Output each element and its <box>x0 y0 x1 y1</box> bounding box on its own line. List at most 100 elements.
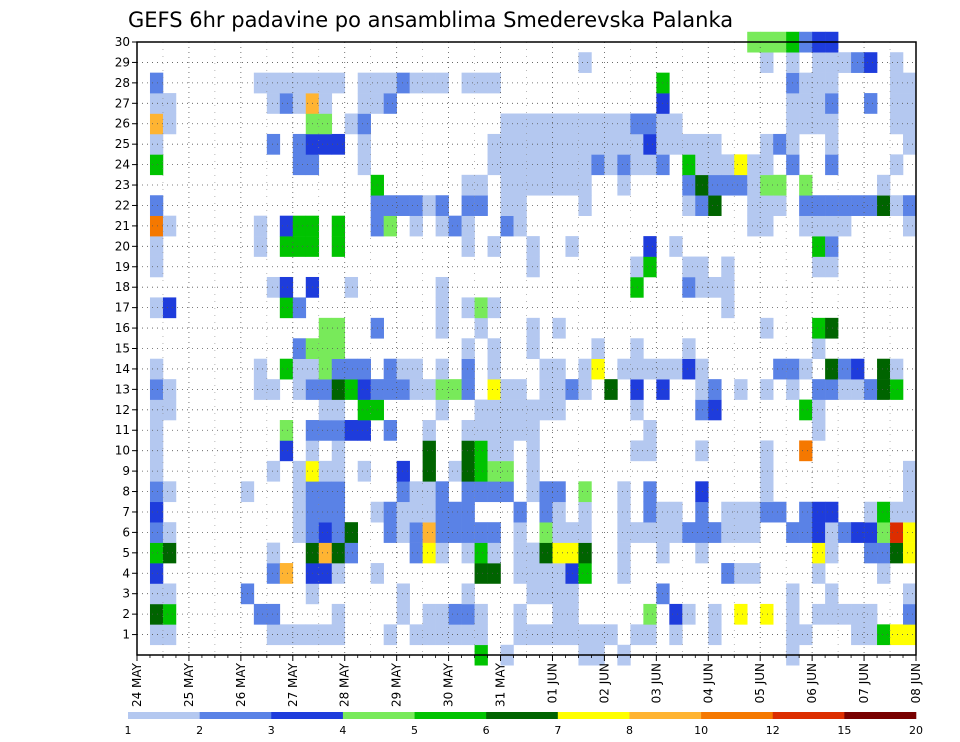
heatmap-cell <box>266 460 281 482</box>
heatmap-cell <box>864 379 878 400</box>
heatmap-cell <box>292 72 307 94</box>
heatmap-cell <box>266 563 281 584</box>
heatmap-cell <box>513 501 527 523</box>
y-tick-label: 18 <box>115 280 130 294</box>
heatmap-cell <box>292 379 307 400</box>
heatmap-cell <box>552 399 566 421</box>
heatmap-cell <box>513 113 527 135</box>
heatmap-cell <box>318 481 333 503</box>
heatmap-cell <box>643 236 657 257</box>
heatmap-cell <box>513 195 527 216</box>
heatmap-cell <box>825 52 839 73</box>
heatmap-cell <box>760 52 774 73</box>
heatmap-cell <box>552 317 566 339</box>
heatmap-cell <box>838 52 852 73</box>
heatmap-cell <box>526 542 540 564</box>
heatmap-cell <box>487 379 501 400</box>
heatmap-cell <box>903 195 917 216</box>
heatmap-cell <box>149 72 164 94</box>
heatmap-cell <box>643 113 657 135</box>
heatmap-cell <box>552 522 566 543</box>
heatmap-cell <box>383 93 397 114</box>
heatmap-cell <box>825 195 839 216</box>
heatmap-cell <box>526 399 540 421</box>
heatmap-cell <box>643 154 657 176</box>
x-tick-label: 06 JUN <box>805 663 819 703</box>
heatmap-cell <box>825 501 839 523</box>
heatmap-cell <box>838 522 852 543</box>
heatmap-cell <box>760 501 774 523</box>
heatmap-cell <box>253 379 268 400</box>
heatmap-cell <box>825 215 839 237</box>
heatmap-cell <box>357 379 371 400</box>
y-tick-label: 3 <box>122 587 130 601</box>
heatmap-cell <box>708 379 722 400</box>
heatmap-cell <box>617 542 631 564</box>
heatmap-cell <box>162 379 177 400</box>
heatmap-cell <box>357 420 371 441</box>
heatmap-cell <box>318 501 333 523</box>
heatmap-cell <box>292 215 307 237</box>
colorbar-label: 15 <box>837 724 851 737</box>
heatmap-cell <box>825 522 839 543</box>
heatmap-cell <box>526 317 540 339</box>
heatmap-cell <box>344 379 359 400</box>
heatmap-cell <box>292 338 307 360</box>
y-tick-label: 25 <box>115 137 130 151</box>
heatmap-cell <box>396 72 410 94</box>
heatmap-cell <box>513 215 527 237</box>
heatmap-cell <box>552 113 566 135</box>
heatmap-cell <box>877 195 891 216</box>
heatmap-cell <box>331 603 346 625</box>
heatmap-cell <box>357 399 371 421</box>
heatmap-cell <box>747 195 761 216</box>
heatmap-cell <box>812 501 826 523</box>
heatmap-cell <box>812 195 826 216</box>
heatmap-cell <box>318 358 333 380</box>
heatmap-cell <box>266 276 281 298</box>
heatmap-cell <box>526 624 540 646</box>
heatmap-cell <box>643 133 657 155</box>
heatmap-cell <box>487 420 501 441</box>
heatmap-cell <box>461 501 475 523</box>
heatmap-cell <box>526 460 540 482</box>
heatmap-cell <box>799 72 813 94</box>
heatmap-cell <box>864 195 878 216</box>
heatmap-cell <box>825 72 839 94</box>
colorbar-swatch <box>557 712 630 719</box>
heatmap-cell <box>578 624 592 646</box>
heatmap-cell <box>799 440 813 462</box>
y-tick-label: 6 <box>122 525 130 539</box>
heatmap-cell <box>461 379 475 400</box>
heatmap-cell <box>591 154 605 176</box>
heatmap-cell <box>331 399 346 421</box>
heatmap-cell <box>279 297 294 319</box>
heatmap-cell <box>279 358 294 380</box>
heatmap-cell <box>604 624 618 646</box>
heatmap-cell <box>409 195 423 216</box>
heatmap-cell <box>838 603 852 625</box>
heatmap-cell <box>825 379 839 400</box>
heatmap-cell <box>149 154 164 176</box>
heatmap-cell <box>812 256 826 278</box>
heatmap-cell <box>682 338 696 360</box>
heatmap-cell <box>487 481 501 503</box>
heatmap-cell <box>266 542 281 564</box>
heatmap-cell <box>799 501 813 523</box>
heatmap-cell <box>487 338 501 360</box>
heatmap-cell <box>487 563 501 584</box>
heatmap-cell <box>331 440 346 462</box>
y-tick-label: 12 <box>115 403 130 417</box>
heatmap-cell <box>539 399 553 421</box>
heatmap-cell <box>422 603 436 625</box>
heatmap-cell <box>812 93 826 114</box>
heatmap-cell <box>513 133 527 155</box>
heatmap-cell <box>617 113 631 135</box>
heatmap-cell <box>812 72 826 94</box>
heatmap-cell <box>682 256 696 278</box>
heatmap-cell <box>552 154 566 176</box>
heatmap-cell <box>747 154 761 176</box>
heatmap-cell <box>734 603 748 625</box>
heatmap-cell <box>279 72 294 94</box>
heatmap-cell <box>695 379 709 400</box>
